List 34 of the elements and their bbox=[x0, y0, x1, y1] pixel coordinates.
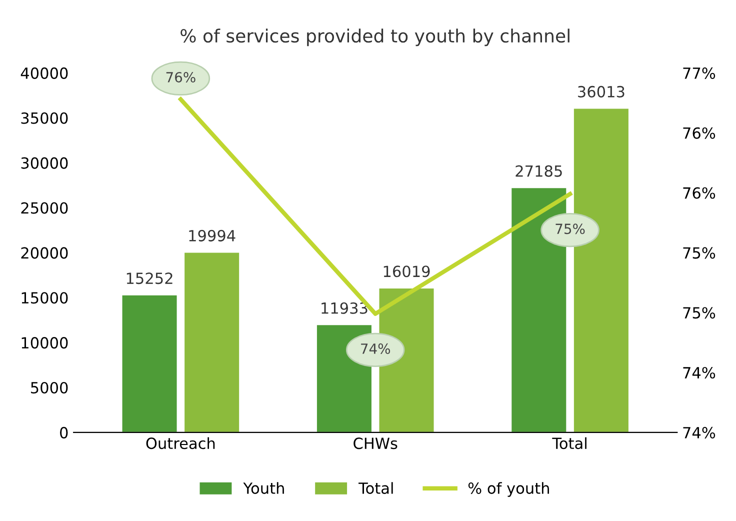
y-tick-label: 0 bbox=[60, 426, 68, 438]
data-label: 36013 bbox=[578, 86, 624, 98]
x-tick-label: Total bbox=[552, 437, 586, 450]
y-tick-label: 20000 bbox=[21, 247, 68, 259]
legend-label: Total bbox=[358, 482, 393, 494]
data-label: 16019 bbox=[384, 266, 430, 278]
data-label: 19994 bbox=[189, 230, 236, 242]
y2-tick-label: 76% bbox=[683, 127, 716, 139]
y2-tick-label: 75% bbox=[683, 247, 716, 259]
y-tick-label: 35000 bbox=[21, 112, 68, 124]
bar bbox=[122, 295, 177, 432]
y-tick-label: 40000 bbox=[20, 67, 68, 79]
bar bbox=[184, 252, 240, 432]
y2-tick-label: 77% bbox=[683, 67, 716, 79]
data-label: 15252 bbox=[126, 272, 172, 284]
y2-tick-label: 75% bbox=[683, 307, 716, 319]
y2-tick-label: 76% bbox=[683, 187, 716, 199]
x-tick-label: CHWs bbox=[354, 438, 398, 450]
legend-label: % of youth bbox=[468, 482, 549, 497]
data-label: 74% bbox=[361, 343, 390, 354]
data-label: 11933 bbox=[322, 302, 368, 314]
y-tick-label: 25000 bbox=[21, 202, 68, 214]
y-tick-label: 30000 bbox=[21, 157, 68, 169]
y-tick-label: 5000 bbox=[31, 382, 68, 394]
y2-tick-label: 74% bbox=[683, 426, 716, 438]
chart-title: % of services provided to youth by channel bbox=[180, 28, 570, 46]
y-tick-label: 10000 bbox=[22, 337, 68, 349]
legend-label: Youth bbox=[243, 482, 284, 494]
x-tick-label: Outreach bbox=[146, 437, 215, 450]
y-tick-label: 15000 bbox=[22, 292, 68, 304]
y2-tick-label: 74% bbox=[683, 366, 716, 379]
data-label: 76% bbox=[166, 72, 196, 82]
data-label: 75% bbox=[556, 224, 585, 234]
data-label: 27185 bbox=[516, 165, 562, 177]
